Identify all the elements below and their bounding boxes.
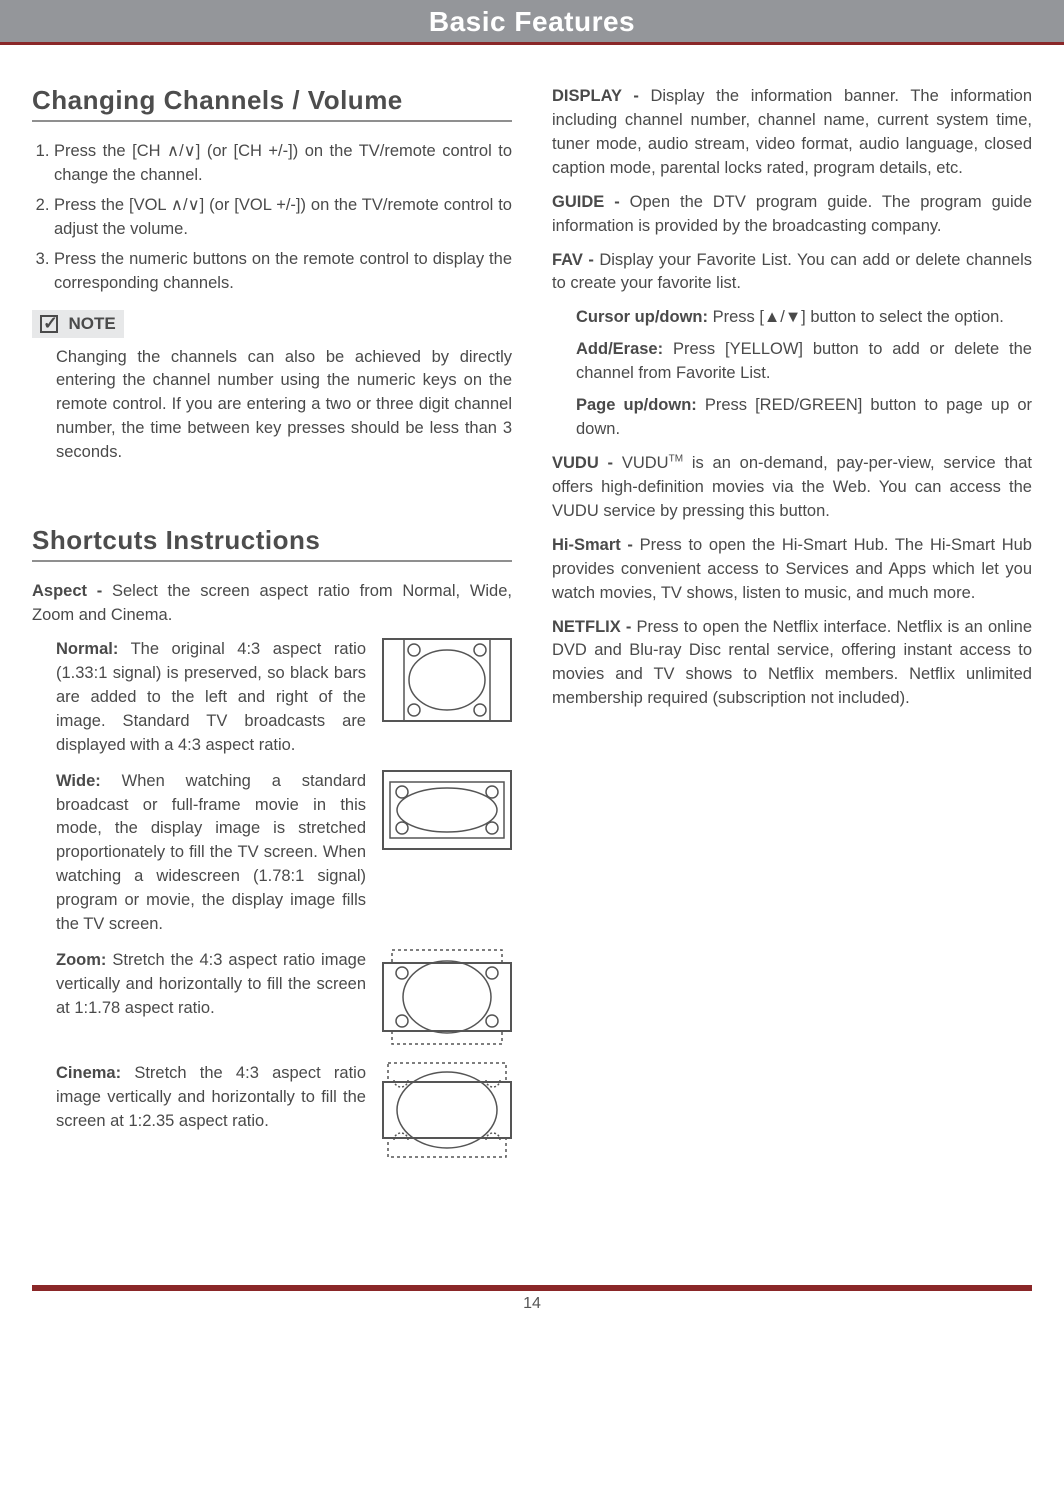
aspect-bold: Wide: [56,772,101,790]
right-column: DISPLAY - Display the information banner… [552,85,1032,1175]
item-bold: NETFLIX - [552,618,636,636]
tm-icon: TM [669,453,683,464]
item-bold: FAV - [552,251,599,269]
item-bold: Cursor up/down: [576,308,708,326]
note-label: NOTE [68,314,115,333]
page-body: Changing Channels / Volume Press the [CH… [0,45,1064,1195]
aspect-bold: Normal: [56,640,118,658]
aspect-wide: Wide: When watching a standard broadcast… [32,770,512,937]
aspect-normal-diagram [382,638,512,727]
step-item: Press the [CH ∧/∨] (or [CH +/-]) on the … [54,140,512,188]
display-item: DISPLAY - Display the information banner… [552,85,1032,181]
item-bold: GUIDE - [552,193,630,211]
section-shortcuts: Shortcuts Instructions Aspect - Select t… [32,525,512,1163]
netflix-item: NETFLIX - Press to open the Netflix inte… [552,616,1032,712]
footer-rule [32,1285,1032,1291]
aspect-bold: Zoom: [56,951,106,969]
item-bold: Add/Erase: [576,340,663,358]
section-title: Changing Channels / Volume [32,85,512,116]
section-rule [32,560,512,562]
aspect-normal: Normal: The original 4:3 aspect ratio (1… [32,638,512,758]
item-bold: VUDU - [552,454,622,472]
aspect-lead: Aspect - Select the screen aspect ratio … [32,580,512,628]
section-title: Shortcuts Instructions [32,525,512,556]
aspect-zoom: Zoom: Stretch the 4:3 aspect ratio image… [32,949,512,1050]
vudu-pre: VUDU [622,454,669,472]
aspect-lead-bold: Aspect - [32,582,112,600]
step-item: Press the numeric buttons on the remote … [54,248,512,296]
item-text: Display your Favorite List. You can add … [552,251,1032,293]
hismart-item: Hi-Smart - Press to open the Hi-Smart Hu… [552,534,1032,606]
header-band: Basic Features [0,0,1064,45]
steps-list: Press the [CH ∧/∨] (or [CH +/-]) on the … [32,140,512,296]
item-bold: DISPLAY - [552,87,650,105]
item-bold: Page up/down: [576,396,697,414]
step-item: Press the [VOL ∧/∨] (or [VOL +/-]) on th… [54,194,512,242]
page-number: 14 [0,1295,1064,1329]
check-icon [40,315,58,333]
aspect-cinema: Cinema: Stretch the 4:3 aspect ratio ima… [32,1062,512,1163]
aspect-bold: Cinema: [56,1064,121,1082]
vudu-item: VUDU - VUDUTM is an on-demand, pay-per-v… [552,452,1032,524]
page-header: Basic Features [0,6,1064,38]
item-text: Press [▲/▼] button to select the option. [708,308,1004,326]
aspect-text: When watching a standard broadcast or fu… [56,772,366,934]
aspect-zoom-diagram [382,949,512,1050]
section-rule [32,120,512,122]
note-text: Changing the channels can also be achiev… [32,346,512,466]
aspect-wide-diagram [382,770,512,855]
section-changing-channels: Changing Channels / Volume Press the [CH… [32,85,512,465]
fav-page: Page up/down: Press [RED/GREEN] button t… [552,394,1032,442]
fav-cursor: Cursor up/down: Press [▲/▼] button to se… [552,306,1032,330]
item-bold: Hi-Smart - [552,536,640,554]
guide-item: GUIDE - Open the DTV program guide. The … [552,191,1032,239]
note-header: NOTE [32,310,124,338]
fav-adderase: Add/Erase: Press [YELLOW] button to add … [552,338,1032,386]
fav-item: FAV - Display your Favorite List. You ca… [552,249,1032,297]
left-column: Changing Channels / Volume Press the [CH… [32,85,512,1175]
aspect-cinema-diagram [382,1062,512,1163]
